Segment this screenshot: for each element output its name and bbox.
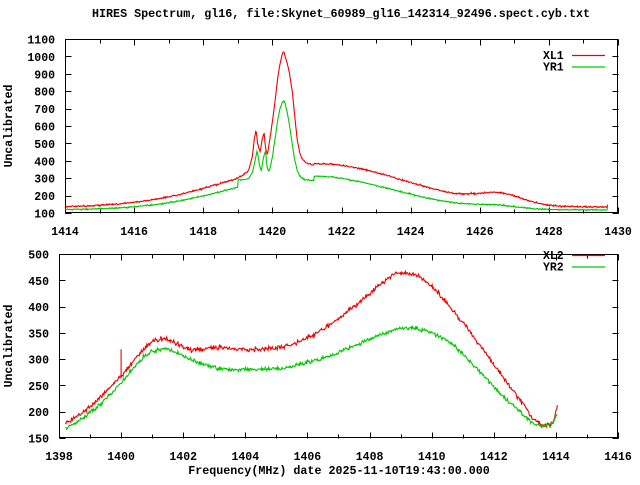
svg-text:400: 400 [28, 302, 49, 315]
svg-text:800: 800 [34, 87, 55, 100]
svg-text:1412: 1412 [480, 451, 508, 464]
svg-text:1402: 1402 [169, 451, 197, 464]
svg-text:1416: 1416 [120, 226, 148, 239]
svg-text:200: 200 [28, 407, 49, 420]
svg-text:1426: 1426 [466, 226, 494, 239]
svg-text:350: 350 [28, 328, 49, 341]
svg-text:1404: 1404 [231, 451, 259, 464]
svg-text:YR1: YR1 [543, 62, 564, 75]
svg-text:400: 400 [34, 156, 55, 169]
svg-text:250: 250 [28, 381, 49, 394]
svg-text:300: 300 [34, 174, 55, 187]
svg-text:1000: 1000 [27, 52, 55, 65]
svg-text:1418: 1418 [189, 226, 217, 239]
svg-text:500: 500 [34, 139, 55, 152]
svg-text:150: 150 [28, 434, 49, 447]
svg-text:1424: 1424 [397, 226, 425, 239]
svg-text:1414: 1414 [542, 451, 570, 464]
svg-text:1414: 1414 [51, 226, 79, 239]
svg-text:1400: 1400 [107, 451, 135, 464]
svg-text:YR2: YR2 [543, 262, 564, 275]
svg-text:450: 450 [28, 276, 49, 289]
svg-text:Frequency(MHz) date 2025-11-1: Frequency(MHz) date 2025-11-10T19:43:00.… [188, 464, 490, 478]
svg-text:1406: 1406 [294, 451, 322, 464]
svg-text:Uncalibrated: Uncalibrated [3, 305, 16, 388]
svg-text:100: 100 [34, 209, 55, 222]
svg-text:200: 200 [34, 191, 55, 204]
svg-text:1408: 1408 [356, 451, 384, 464]
svg-text:1100: 1100 [27, 35, 55, 48]
svg-text:500: 500 [28, 250, 49, 263]
svg-text:300: 300 [28, 355, 49, 368]
svg-text:1420: 1420 [259, 226, 287, 239]
svg-text:1410: 1410 [418, 451, 446, 464]
svg-text:Uncalibrated: Uncalibrated [3, 85, 16, 168]
svg-text:1398: 1398 [45, 451, 73, 464]
svg-text:1416: 1416 [604, 451, 632, 464]
svg-text:700: 700 [34, 104, 55, 117]
svg-text:HIRES Spectrum, gl16, file:Sky: HIRES Spectrum, gl16, file:Skynet_60989_… [92, 7, 590, 21]
svg-text:1430: 1430 [604, 226, 632, 239]
svg-text:900: 900 [34, 69, 55, 82]
svg-text:1422: 1422 [328, 226, 356, 239]
svg-text:1428: 1428 [535, 226, 563, 239]
svg-text:600: 600 [34, 122, 55, 135]
